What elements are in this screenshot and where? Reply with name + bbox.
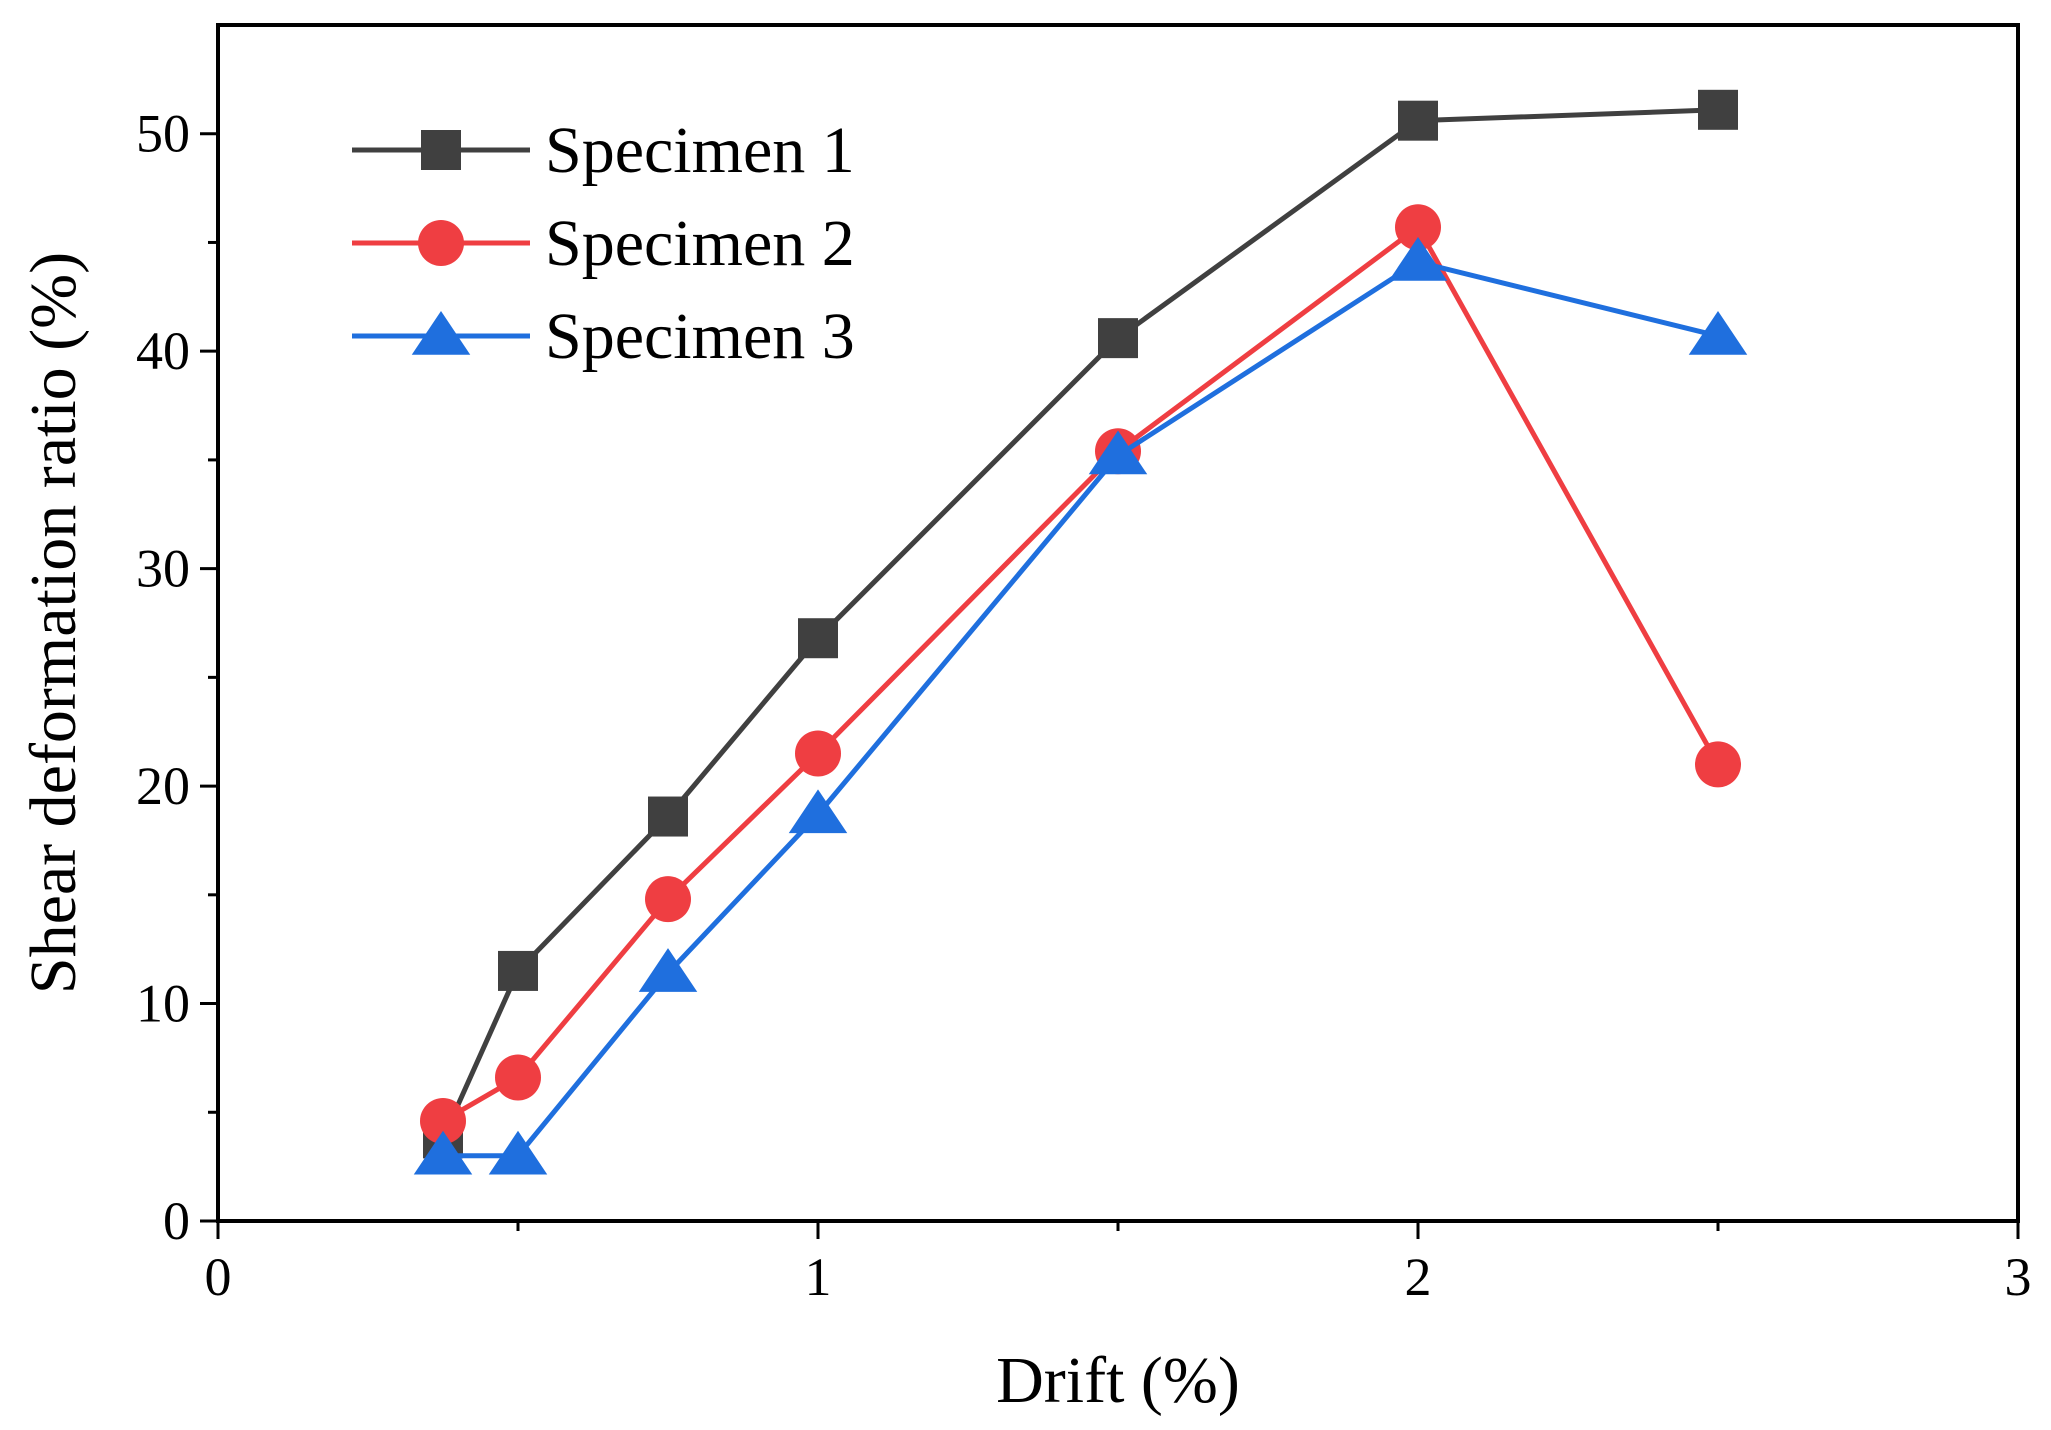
legend-marker <box>411 311 471 355</box>
series-3-point <box>488 1130 548 1175</box>
series-3-point <box>788 789 848 834</box>
y-tick-label: 30 <box>136 539 190 599</box>
series-1-point <box>798 618 838 659</box>
series-2-point <box>795 730 841 777</box>
y-tick-label: 20 <box>136 756 190 816</box>
series-2-point <box>1695 741 1741 788</box>
series-1-point <box>1398 100 1438 141</box>
series-3 <box>413 237 1748 1175</box>
axis-ticks <box>200 132 2020 1239</box>
series-2-point <box>495 1054 541 1101</box>
x-tick-label: 2 <box>1405 1247 1432 1307</box>
series-2-point <box>645 876 691 923</box>
series-3-point <box>413 1130 473 1175</box>
y-tick-label: 0 <box>163 1191 190 1251</box>
legend-marker <box>421 130 461 170</box>
x-tick-label: 3 <box>2005 1247 2032 1307</box>
series-1-point <box>498 950 538 991</box>
legend-entry-2: Specimen 2 <box>352 207 855 280</box>
legend-label: Specimen 1 <box>545 114 855 187</box>
y-axis-title: Shear deformation ratio (%) <box>17 252 90 994</box>
series-1-point <box>648 796 688 837</box>
x-tick-label: 1 <box>805 1247 832 1307</box>
legend-label: Specimen 2 <box>545 207 855 280</box>
series-3-point <box>1088 430 1148 475</box>
legend-entry-3: Specimen 3 <box>352 300 855 373</box>
x-axis-title: Drift (%) <box>996 1344 1240 1417</box>
series-2-point <box>420 1097 466 1144</box>
x-tick-label: 0 <box>205 1247 232 1307</box>
legend-label: Specimen 3 <box>545 300 855 373</box>
series-1-point <box>1098 318 1138 359</box>
series-2-point <box>1395 204 1441 251</box>
y-tick-label: 10 <box>136 974 190 1034</box>
series-3-point <box>1388 237 1448 281</box>
legend-entry-1: Specimen 1 <box>352 114 855 187</box>
series-3-point <box>1688 310 1748 355</box>
y-tick-label: 50 <box>136 104 190 164</box>
series-3-line <box>443 259 1719 1159</box>
legend-marker <box>418 220 464 266</box>
series-layer <box>413 89 1748 1175</box>
y-tick-label: 40 <box>136 321 190 381</box>
legend: Specimen 1 Specimen 2 Specimen 3 <box>352 114 855 373</box>
series-1-point <box>1698 89 1738 130</box>
series-3-point <box>638 948 698 992</box>
